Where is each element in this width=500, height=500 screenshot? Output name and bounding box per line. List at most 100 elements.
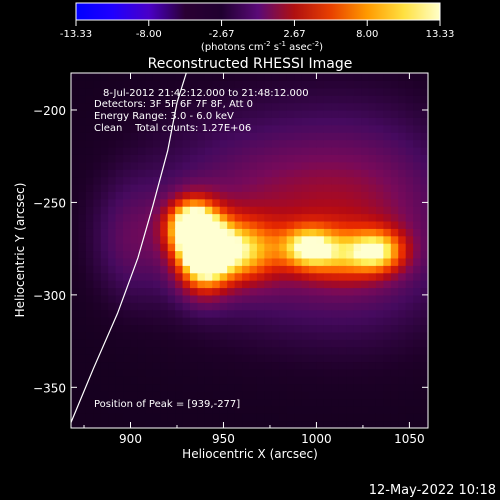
heatmap-cell	[375, 317, 384, 326]
heatmap-cell	[182, 257, 191, 266]
heatmap-cell	[123, 294, 132, 303]
heatmap-cell	[93, 169, 102, 178]
heatmap-cell	[264, 317, 273, 326]
unit-exponent: -1	[279, 40, 286, 48]
heatmap-cell	[123, 95, 132, 104]
heatmap-cell	[78, 243, 87, 252]
heatmap-cell	[264, 95, 273, 104]
heatmap-cell	[323, 250, 332, 259]
heatmap-cell	[249, 161, 258, 170]
heatmap-cell	[368, 368, 377, 377]
heatmap-cell	[123, 287, 132, 296]
heatmap-cell	[309, 257, 318, 266]
heatmap-cell	[78, 398, 87, 407]
heatmap-cell	[130, 235, 139, 244]
heatmap-cell	[234, 354, 243, 363]
heatmap-cell	[204, 368, 213, 377]
heatmap-cell	[85, 287, 94, 296]
heatmap-cell	[167, 361, 176, 370]
heatmap-cell	[383, 272, 392, 281]
heatmap-cell	[123, 420, 132, 428]
heatmap-cell	[123, 73, 132, 81]
heatmap-cell	[331, 302, 340, 311]
heatmap-cell	[137, 154, 146, 163]
heatmap-cell	[167, 80, 176, 89]
heatmap-cell	[398, 302, 407, 311]
heatmap-cell	[338, 228, 347, 237]
heatmap-cell	[264, 287, 273, 296]
heatmap-cell	[219, 346, 228, 355]
heatmap-cell	[353, 272, 362, 281]
heatmap-cell	[256, 220, 265, 229]
heatmap-cell	[390, 376, 399, 385]
heatmap-cell	[331, 87, 340, 96]
heatmap-cell	[331, 73, 340, 81]
heatmap-cell	[100, 176, 109, 185]
heatmap-cell	[212, 309, 221, 318]
heatmap-cell	[130, 398, 139, 407]
heatmap-cell	[78, 317, 87, 326]
heatmap-cell	[294, 317, 303, 326]
heatmap-cell	[338, 169, 347, 178]
heatmap-cell	[167, 324, 176, 333]
heatmap-cell	[234, 161, 243, 170]
heatmap-cell	[383, 302, 392, 311]
heatmap-cell	[115, 191, 124, 200]
heatmap-cell	[234, 339, 243, 348]
heatmap-cell	[123, 391, 132, 400]
heatmap-cell	[353, 206, 362, 215]
heatmap-cell	[130, 213, 139, 222]
heatmap-cell	[323, 73, 332, 81]
heatmap-cell	[123, 169, 132, 178]
heatmap-cell	[271, 346, 280, 355]
heatmap-cell	[93, 302, 102, 311]
heatmap-cell	[361, 154, 370, 163]
heatmap-cell	[383, 73, 392, 81]
heatmap-cell	[420, 368, 428, 377]
heatmap-cell	[405, 368, 414, 377]
heatmap-cell	[71, 191, 80, 200]
heatmap-cell	[316, 80, 325, 89]
heatmap-cell	[398, 391, 407, 400]
heatmap-cell	[227, 317, 236, 326]
heatmap-cell	[249, 309, 258, 318]
heatmap-cell	[182, 383, 191, 392]
heatmap-cell	[271, 405, 280, 414]
heatmap-cell	[398, 161, 407, 170]
heatmap-cell	[353, 220, 362, 229]
heatmap-cell	[130, 220, 139, 229]
heatmap-cell	[137, 354, 146, 363]
heatmap-cell	[294, 361, 303, 370]
heatmap-cell	[271, 176, 280, 185]
heatmap-cell	[123, 346, 132, 355]
heatmap-cell	[279, 243, 288, 252]
heatmap-cell	[197, 102, 206, 111]
heatmap-cell	[323, 213, 332, 222]
heatmap-cell	[190, 176, 199, 185]
heatmap-cell	[286, 176, 295, 185]
heatmap-cell	[420, 324, 428, 333]
heatmap-cell	[204, 73, 213, 81]
heatmap-cell	[204, 257, 213, 266]
heatmap-cell	[331, 228, 340, 237]
heatmap-cell	[256, 139, 265, 148]
heatmap-cell	[420, 176, 428, 185]
heatmap-cell	[190, 420, 199, 428]
heatmap-cell	[316, 73, 325, 81]
heatmap-cell	[175, 413, 184, 422]
heatmap-cell	[204, 87, 213, 96]
heatmap-cell	[212, 191, 221, 200]
heatmap-cell	[413, 206, 422, 215]
heatmap-cell	[338, 361, 347, 370]
heatmap-cell	[361, 102, 370, 111]
heatmap-cell	[420, 132, 428, 141]
heatmap-cell	[115, 376, 124, 385]
heatmap-cell	[197, 257, 206, 266]
heatmap-cell	[71, 213, 80, 222]
heatmap-cell	[368, 361, 377, 370]
heatmap-cell	[212, 383, 221, 392]
heatmap-cell	[93, 102, 102, 111]
heatmap-cell	[78, 413, 87, 422]
heatmap-cell	[212, 257, 221, 266]
heatmap-cell	[190, 228, 199, 237]
